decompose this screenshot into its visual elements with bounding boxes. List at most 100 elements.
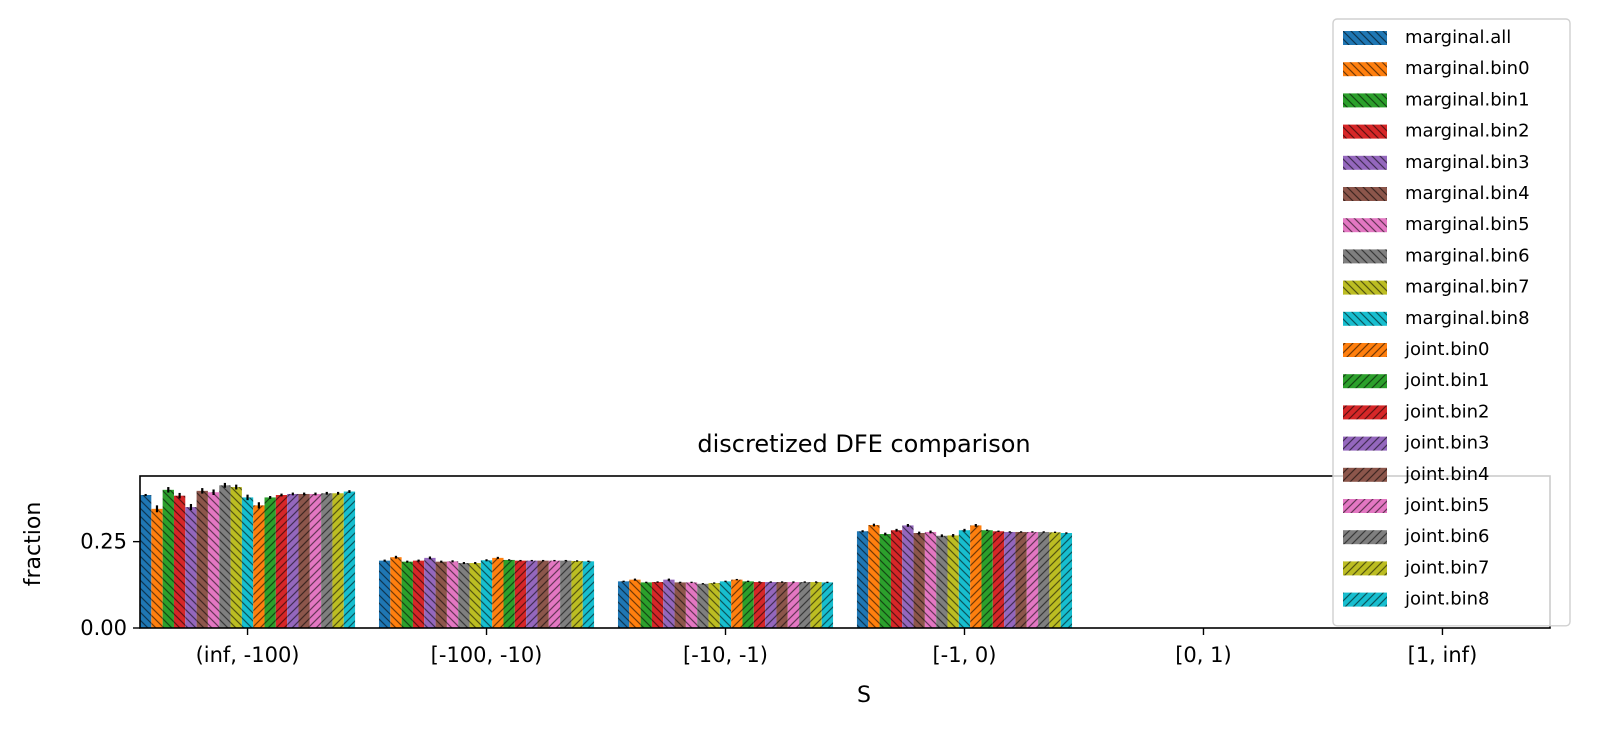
chart-title: discretized DFE comparison	[697, 430, 1030, 458]
legend-label: joint.bin8	[1404, 589, 1490, 610]
bar	[924, 531, 937, 628]
bar	[173, 495, 186, 628]
y-axis-label: fraction	[21, 502, 46, 587]
legend-item: joint.bin2	[1343, 401, 1490, 422]
legend-label: marginal.bin0	[1405, 58, 1530, 79]
legend-label: joint.bin7	[1404, 557, 1490, 578]
legend-item: joint.bin0	[1343, 339, 1490, 360]
bar	[1026, 531, 1039, 628]
bar	[970, 525, 982, 628]
series-marginal-bin6	[219, 485, 948, 628]
legend-item: marginal.bin1	[1343, 89, 1530, 110]
y-axis: 0.00 0.25	[80, 530, 140, 640]
bar	[992, 531, 1005, 628]
legend-label: joint.bin6	[1404, 526, 1490, 547]
x-axis-label: S	[857, 683, 871, 708]
legend-item: marginal.bin3	[1343, 152, 1530, 173]
legend-swatch	[1343, 218, 1387, 233]
bar	[719, 581, 732, 628]
bar	[275, 495, 288, 628]
legend-item: joint.bin5	[1343, 495, 1490, 516]
legend-label: joint.bin1	[1404, 370, 1490, 391]
bar	[890, 530, 903, 628]
bar	[230, 487, 242, 628]
bar	[390, 557, 402, 628]
legend-label: joint.bin0	[1404, 339, 1490, 360]
legend-label: joint.bin5	[1404, 495, 1490, 516]
bar	[879, 534, 891, 628]
legend-label: joint.bin3	[1404, 433, 1490, 454]
bar	[663, 579, 675, 628]
bar	[731, 579, 743, 628]
bar	[480, 560, 493, 628]
series-marginal-bin0	[151, 508, 880, 628]
bar	[196, 490, 208, 628]
legend-label: marginal.bin1	[1405, 89, 1530, 110]
y-tick-label: 0.00	[80, 616, 127, 640]
bar	[560, 560, 572, 628]
legend-item: joint.bin7	[1343, 557, 1490, 578]
legend-swatch	[1343, 280, 1387, 295]
bar	[913, 533, 925, 628]
series-joint-bin0	[253, 505, 982, 628]
bar	[264, 497, 276, 628]
bar	[253, 505, 265, 628]
legend-swatch	[1343, 249, 1387, 264]
series-marginal-bin8	[241, 497, 971, 628]
bar	[185, 507, 197, 628]
legend-item: marginal.bin2	[1343, 121, 1530, 142]
bar	[821, 582, 834, 628]
bar	[582, 561, 595, 628]
bar	[548, 560, 561, 628]
bar	[435, 561, 447, 628]
legend-swatch	[1343, 405, 1387, 420]
bar	[640, 582, 652, 628]
bar	[446, 561, 459, 628]
x-tick-label: [-10, -1)	[683, 643, 768, 667]
legend-item: marginal.bin0	[1343, 58, 1530, 79]
series-joint-bin1	[264, 497, 993, 628]
bar	[151, 508, 163, 628]
series-marginal-bin2	[173, 495, 903, 628]
bar	[492, 557, 504, 628]
bar	[856, 531, 869, 628]
bar	[868, 525, 880, 628]
legend-label: marginal.bin8	[1405, 308, 1530, 329]
legend-label: marginal.bin3	[1405, 152, 1530, 173]
legend-label: marginal.all	[1405, 27, 1511, 48]
bar	[947, 535, 959, 628]
bar	[298, 493, 310, 628]
legend-label: marginal.bin5	[1405, 214, 1530, 235]
legend-swatch	[1343, 499, 1387, 513]
x-axis: (inf, -100) [-100, -10) [-10, -1) [-1, 0) [0…	[196, 628, 1478, 667]
x-tick-label: [-1, 0)	[932, 643, 996, 667]
series-marginal-bin4	[196, 490, 925, 628]
series-joint-bin8	[343, 491, 1073, 628]
series-marginal-bin1	[162, 489, 891, 628]
bar	[1060, 533, 1073, 628]
bar	[469, 563, 481, 628]
legend-item: joint.bin4	[1343, 464, 1490, 485]
bar	[412, 560, 425, 628]
bar	[651, 582, 664, 628]
bar	[629, 579, 641, 628]
legend-swatch	[1343, 374, 1387, 389]
bar	[981, 530, 993, 628]
error-bars-layer	[144, 482, 1068, 585]
bar	[776, 582, 788, 628]
bar	[343, 491, 356, 628]
legend-item: joint.bin3	[1343, 433, 1490, 454]
legend-swatch	[1343, 93, 1387, 108]
bar	[503, 559, 515, 628]
bar	[685, 582, 698, 628]
bar	[309, 493, 322, 628]
bar	[810, 582, 822, 628]
bar	[1049, 532, 1061, 628]
legend-item: joint.bin8	[1343, 589, 1490, 610]
x-tick-label: [1, inf)	[1408, 643, 1478, 667]
legend-swatch	[1343, 155, 1387, 170]
legend-swatch	[1343, 592, 1387, 607]
bar	[787, 582, 800, 628]
legend-swatch	[1343, 467, 1387, 482]
bars-layer	[140, 485, 1073, 628]
